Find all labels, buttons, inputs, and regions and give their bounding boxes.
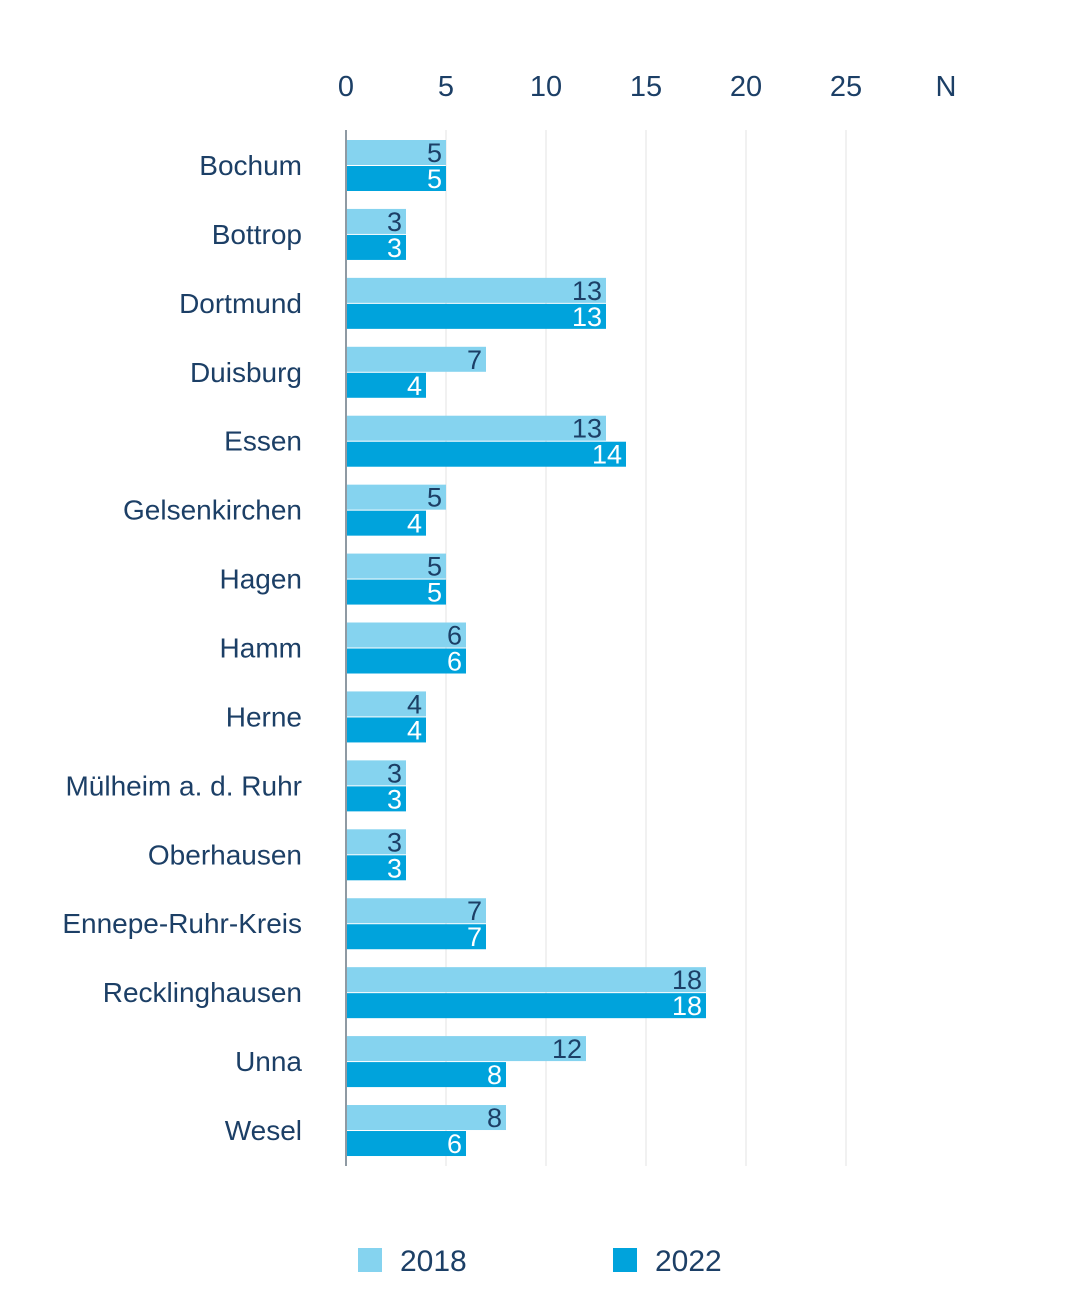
value-label-2018: 8 [487,1103,502,1133]
category-label: Duisburg [190,357,302,388]
value-label-2018: 5 [427,138,442,168]
category-label: Wesel [225,1115,302,1146]
value-label-2022: 4 [407,371,422,401]
category-label: Hagen [219,564,302,595]
value-label-2022: 5 [427,164,442,194]
x-axis-ticks: 0 5 10 15 20 25 N [338,71,957,103]
value-label-2018: 4 [407,689,422,719]
bar-2022 [346,372,426,398]
bar-2018 [346,208,406,234]
value-label-2018: 13 [572,414,602,444]
bar-2018 [346,967,706,993]
bar-2022 [346,717,426,743]
category-label: Bottrop [212,219,302,250]
x-tick-label-0: 0 [338,71,354,103]
value-label-2022: 14 [592,440,622,470]
value-label-2018: 3 [387,758,402,788]
value-label-2018: 7 [467,345,482,375]
legend-label-2022: 2022 [655,1245,722,1278]
value-label-2022: 8 [487,1060,502,1090]
value-label-2022: 7 [467,922,482,952]
bar-2018 [346,484,446,510]
bar-2018 [346,415,606,441]
legend-swatch-2018 [358,1248,382,1272]
bar-2022 [346,786,406,812]
bar-2018 [346,140,446,165]
category-labels: Bochum Bottrop Dortmund Duisburg Essen Gelsen… [62,150,302,1146]
legend: 2018 2022 [358,1245,722,1278]
bar-2018 [346,829,406,855]
bar-2022 [346,1062,506,1088]
bar-2022 [346,510,426,536]
value-label-2018: 13 [572,276,602,306]
value-label-2022: 3 [387,784,402,814]
bar-2022 [346,1131,466,1157]
category-label: Mülheim a. d. Ruhr [65,770,302,801]
bar-2022 [346,924,486,950]
bar-2022 [346,441,626,467]
category-label: Unna [235,1046,302,1077]
bar-2022 [346,166,446,191]
x-tick-label-10: 10 [530,71,562,103]
category-label: Ennepe-Ruhr-Kreis [62,908,302,939]
category-label: Dortmund [179,288,302,319]
category-label: Gelsenkirchen [123,495,302,526]
value-label-2018: 18 [672,965,702,995]
value-label-2022: 4 [407,509,422,539]
bar-2018 [346,553,446,579]
bar-2022 [346,648,466,674]
category-label: Essen [224,426,302,457]
category-label: Bochum [199,150,302,181]
value-label-2018: 3 [387,207,402,237]
value-label-2022: 3 [387,233,402,263]
bar-2018 [346,760,406,786]
category-label: Herne [226,701,302,732]
value-label-2018: 7 [467,896,482,926]
bar-2018 [346,622,466,648]
bar-2018 [346,346,486,372]
bar-2022 [346,303,606,329]
value-label-2022: 6 [447,647,462,677]
bar-2022 [346,234,406,260]
value-label-2022: 6 [447,1129,462,1159]
x-unit-label: N [936,71,957,103]
x-tick-label-25: 25 [830,71,862,103]
value-label-2018: 12 [552,1034,582,1064]
x-tick-label-5: 5 [438,71,454,103]
bar-2022 [346,579,446,605]
value-label-2022: 4 [407,715,422,745]
bar-2018 [346,691,426,717]
bar-2022 [346,993,706,1019]
value-label-2022: 5 [427,578,442,608]
legend-swatch-2022 [613,1248,637,1272]
bar-2018 [346,1036,586,1062]
value-label-2018: 6 [447,621,462,651]
bar-2018 [346,898,486,924]
bar-2022 [346,855,406,881]
value-label-2018: 5 [427,483,442,513]
x-tick-label-15: 15 [630,71,662,103]
category-label: Hamm [220,633,302,664]
x-tick-label-20: 20 [730,71,762,103]
legend-label-2018: 2018 [400,1245,467,1278]
value-label-2018: 3 [387,827,402,857]
value-label-2022: 3 [387,853,402,883]
value-label-2022: 18 [672,991,702,1021]
category-label: Recklinghausen [103,977,302,1008]
value-label-2022: 13 [572,302,602,332]
bar-2018 [346,1105,506,1131]
value-label-2018: 5 [427,552,442,582]
bar-2018 [346,277,606,303]
category-label: Oberhausen [148,839,302,870]
